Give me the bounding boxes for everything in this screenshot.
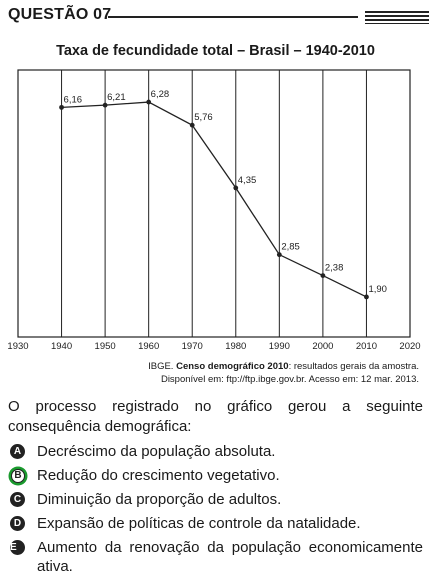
question-statement: O processo registrado no gráfico gerou a… [8,398,423,435]
chart-title: Taxa de fecundidade total – Brasil – 194… [56,43,375,59]
header-rule [108,16,358,18]
data-label-1980: 4,35 [238,175,257,186]
source-line-1: IBGE. Censo demográfico 2010: resultados… [148,360,419,373]
data-label-2000: 2,38 [325,263,344,274]
data-point-2000 [320,273,326,278]
option-letter-a: A [10,444,25,459]
data-label-1950: 6,21 [107,92,126,103]
option-text-e: Aumento da renovação da população econom… [37,539,423,575]
option-letter-d: D [10,516,25,531]
x-tick-label-1930: 1930 [7,341,28,352]
option-letter-b-correct: B [11,469,25,483]
x-tick-label-1980: 1980 [225,341,246,352]
data-point-1960 [146,99,152,105]
option-e[interactable]: E Aumento da renovação da população econ… [8,538,423,576]
x-tick-label-1940: 1940 [51,341,72,352]
option-letter-c: C [10,492,25,507]
data-point-1940 [59,104,64,110]
x-tick-label-1970: 1970 [182,341,203,352]
data-label-1960: 6,28 [151,89,170,100]
data-point-1950 [102,102,108,108]
data-label-1940: 6,16 [64,94,83,105]
option-a[interactable]: A Decréscimo da população absoluta. [8,442,423,461]
option-b[interactable]: B Redução do crescimento vegetativo. [8,466,423,485]
option-text-b: Redução do crescimento vegetativo. [37,467,280,484]
data-label-1990: 2,85 [281,242,300,253]
fertility-line-chart: 1930 1940 1950 1960 1970 1980 1990 2000 2010 2020… [7,69,421,352]
option-letter-e: E [10,540,25,555]
header-bars-decoration [365,11,429,24]
x-tick-label-2000: 2000 [312,341,333,352]
x-tick-label-2020: 2020 [399,341,420,352]
data-point-1970 [189,122,195,128]
option-text-c: Diminuição da proporção de adultos. [37,491,282,508]
data-point-2010 [364,294,369,300]
source-line-2: Disponível em: ftp://ftp.ibge.gov.br. Ac… [160,374,419,385]
x-tick-label-2010: 2010 [356,341,377,352]
x-tick-label-1960: 1960 [138,341,159,352]
option-d[interactable]: D Expansão de políticas de controle da n… [8,514,423,533]
x-tick-label-1990: 1990 [269,341,290,352]
chart-source: IBGE. Censo demográfico 2010: resultados… [148,360,419,386]
answer-options: A Decréscimo da população absoluta. B Re… [8,442,423,581]
source-suffix: : resultados gerais da amostra. [288,361,419,372]
series-line [61,101,367,298]
data-point-1990 [276,252,282,258]
source-title: Censo demográfico 2010 [176,361,289,372]
x-tick-label-1950: 1950 [95,341,116,352]
question-header: QUESTÃO 07 [8,6,429,28]
plot-frame [17,69,411,338]
data-label-2010: 1,90 [368,284,387,295]
option-c[interactable]: C Diminuição da proporção de adultos. [8,490,423,509]
data-label-1970: 5,76 [194,112,213,123]
option-text-a: Decréscimo da população absoluta. [37,443,276,460]
data-point-1980 [233,185,239,191]
question-number: QUESTÃO 07 [8,6,112,23]
source-prefix: IBGE. [148,361,177,372]
option-text-d: Expansão de políticas de controle da nat… [37,515,361,532]
